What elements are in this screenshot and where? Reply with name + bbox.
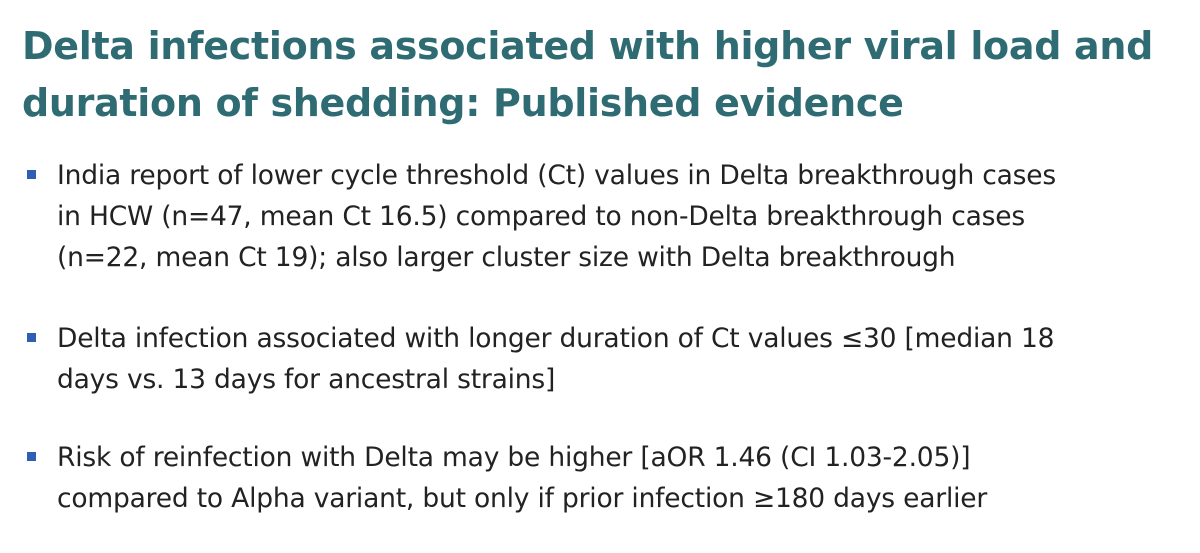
square-bullet-icon	[27, 452, 36, 461]
bullet-line: in HCW (n=47, mean Ct 16.5) compared to …	[57, 201, 1025, 232]
square-bullet-icon	[27, 333, 36, 342]
slide-title-line: Delta infections associated with higher …	[22, 24, 1154, 68]
bullet-line: (n=22, mean Ct 19); also larger cluster …	[57, 242, 956, 273]
slide-title: Delta infections associated with higher …	[22, 18, 1182, 132]
slide-title-line: duration of shedding: Published evidence	[22, 81, 904, 125]
bullet-line: India report of lower cycle threshold (C…	[57, 160, 1057, 191]
bullet-text: Risk of reinfection with Delta may be hi…	[57, 437, 1197, 519]
bullet-line: days vs. 13 days for ancestral strains]	[57, 364, 556, 395]
bullet-text: Delta infection associated with longer d…	[57, 318, 1197, 400]
bullet-line: compared to Alpha variant, but only if p…	[57, 483, 988, 514]
square-bullet-icon	[27, 170, 36, 179]
bullet-line: Risk of reinfection with Delta may be hi…	[57, 442, 971, 473]
bullet-text: India report of lower cycle threshold (C…	[57, 155, 1197, 278]
bullet-line: Delta infection associated with longer d…	[57, 323, 1055, 354]
